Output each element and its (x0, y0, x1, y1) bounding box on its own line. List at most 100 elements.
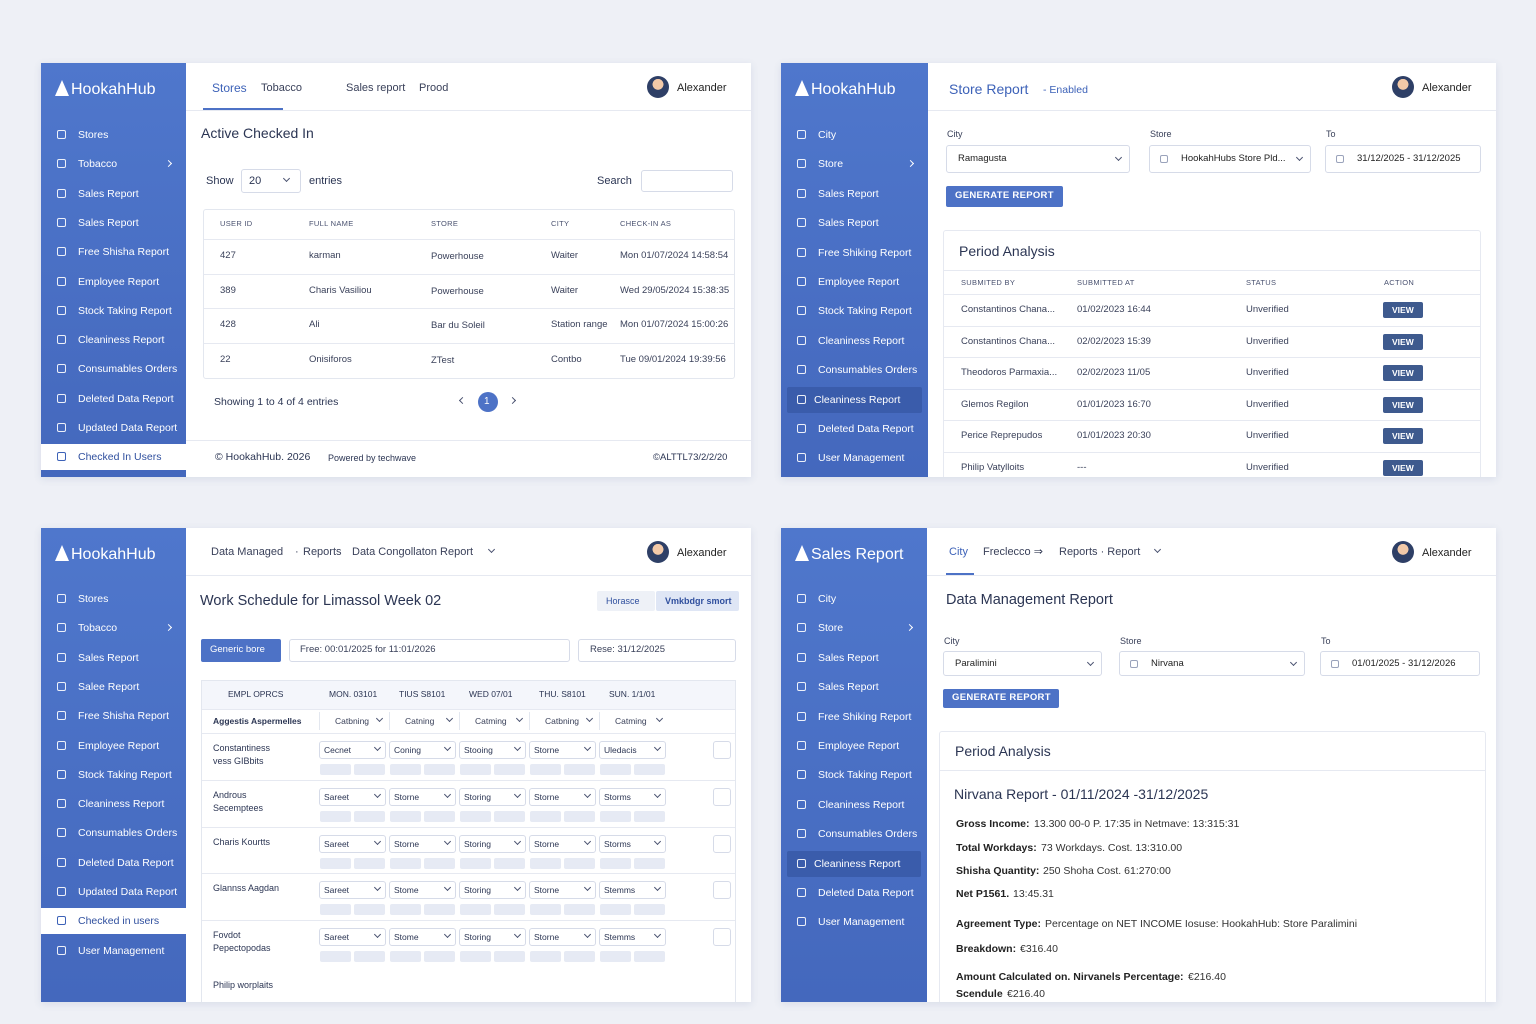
filter-input[interactable] (1119, 651, 1305, 676)
nav-item[interactable]: Employee Report (41, 269, 186, 295)
shift-select[interactable] (599, 881, 666, 900)
nav-item[interactable]: User Management (41, 938, 186, 964)
nav-item[interactable]: Cleaniness Report (41, 327, 186, 353)
nav-item[interactable]: Employee Report (781, 733, 927, 759)
view-button[interactable] (1383, 302, 1423, 318)
shift-select[interactable] (599, 834, 666, 853)
shift-select[interactable] (599, 928, 666, 947)
nav-item[interactable]: Cleaniness Report (787, 386, 922, 413)
toolbar-button[interactable] (597, 591, 655, 611)
shift-select[interactable] (459, 834, 526, 853)
nav-item[interactable]: Consumables Orders (781, 821, 927, 847)
nav-item[interactable]: City (781, 122, 928, 148)
filter-input[interactable] (946, 145, 1130, 173)
shift-select[interactable] (319, 881, 386, 900)
nav-item[interactable]: Stores (41, 122, 186, 148)
category-select[interactable] (529, 712, 597, 730)
nav-item[interactable]: Cleaniness Report (787, 850, 921, 877)
nav-item[interactable]: Sales Report (781, 674, 927, 700)
nav-item[interactable]: Deleted Data Report (41, 386, 186, 412)
tab[interactable]: City (949, 546, 968, 558)
tab[interactable]: Freclecco ⇒ (983, 546, 1043, 558)
view-button[interactable] (1383, 333, 1423, 350)
shift-select[interactable] (599, 787, 666, 806)
shift-select[interactable] (529, 928, 596, 947)
nav-item[interactable]: Tobacco (41, 615, 186, 641)
nav-item[interactable]: Sales Report (781, 181, 928, 207)
search-input[interactable] (641, 170, 733, 192)
category-select[interactable] (599, 712, 667, 730)
nav-item[interactable]: Sales Report (781, 210, 928, 236)
nav-item[interactable]: City (781, 586, 927, 612)
nav-item[interactable]: Employee Report (781, 269, 928, 295)
shift-select[interactable] (459, 881, 526, 900)
tab[interactable]: Reports · Report (1059, 546, 1141, 558)
generate-button[interactable] (201, 639, 281, 662)
breadcrumb[interactable]: Data Congollaton Report (352, 546, 474, 558)
breadcrumb[interactable]: Data Managed (211, 546, 284, 558)
reset-field[interactable] (578, 639, 736, 662)
nav-item[interactable]: Sales Report (41, 645, 186, 671)
shift-select[interactable] (389, 787, 456, 806)
nav-item[interactable]: Stock Taking Report (41, 298, 186, 324)
nav-item[interactable]: Deleted Data Report (781, 880, 927, 906)
nav-item[interactable]: Deleted Data Report (41, 850, 186, 876)
page-size-select[interactable] (241, 169, 301, 193)
shift-select[interactable] (529, 834, 596, 853)
filter-input[interactable] (943, 651, 1102, 676)
page-button[interactable] (478, 392, 498, 412)
nav-item[interactable]: Employee Report (41, 733, 186, 759)
view-button[interactable] (1383, 365, 1423, 381)
view-button[interactable] (1383, 428, 1423, 444)
nav-item[interactable]: Checked in users (41, 908, 186, 935)
filter-input[interactable] (1325, 145, 1481, 173)
generate-button[interactable] (946, 186, 1063, 207)
nav-item[interactable]: Sales Report (41, 210, 186, 236)
extra-select[interactable] (713, 928, 731, 947)
nav-item[interactable]: Consumables Orders (41, 820, 186, 846)
filter-input[interactable] (1320, 651, 1480, 676)
nav-item[interactable]: Consumables Orders (41, 356, 186, 382)
nav-item[interactable]: Updated Data Report (41, 879, 186, 905)
nav-item[interactable]: User Management (781, 909, 927, 935)
nav-item[interactable]: Store (781, 151, 928, 177)
shift-select[interactable] (389, 741, 456, 759)
filter-input[interactable] (1149, 145, 1311, 173)
extra-select[interactable] (713, 741, 731, 759)
view-button[interactable] (1383, 459, 1423, 476)
shift-select[interactable] (389, 881, 456, 900)
extra-select[interactable] (713, 787, 731, 806)
nav-item[interactable]: Deleted Data Report (781, 416, 928, 442)
nav-item[interactable]: Stock Taking Report (41, 762, 186, 788)
tab[interactable]: Stores (212, 81, 247, 95)
nav-item[interactable]: User Management (781, 445, 928, 471)
nav-item[interactable]: Stores (41, 586, 186, 612)
shift-select[interactable] (529, 741, 596, 759)
shift-select[interactable] (319, 787, 386, 806)
view-button[interactable] (1383, 396, 1423, 413)
breadcrumb[interactable]: Reports (303, 546, 342, 558)
shift-select[interactable] (319, 741, 386, 759)
nav-item[interactable]: Free Shiking Report (781, 240, 928, 266)
shift-select[interactable] (599, 741, 666, 759)
nav-item[interactable]: Sales Report (41, 181, 186, 207)
extra-select[interactable] (713, 881, 731, 900)
nav-item[interactable]: Tobacco (41, 151, 186, 177)
shift-select[interactable] (459, 787, 526, 806)
category-select[interactable] (319, 712, 387, 730)
nav-item[interactable]: Checked In Users (41, 444, 186, 471)
nav-item[interactable]: Stock Taking Report (781, 298, 928, 324)
generate-button[interactable] (943, 689, 1059, 708)
nav-item[interactable]: Free Shiking Report (781, 704, 927, 730)
tab[interactable]: Sales report (346, 82, 406, 94)
nav-item[interactable]: Store (781, 615, 927, 641)
tab[interactable]: Tobacco (261, 82, 302, 94)
category-select[interactable] (389, 712, 457, 730)
shift-select[interactable] (389, 928, 456, 947)
nav-item[interactable]: Updated Data Report (41, 415, 186, 441)
shift-select[interactable] (459, 741, 526, 759)
shift-select[interactable] (529, 787, 596, 806)
nav-item[interactable]: Sales Report (781, 645, 927, 671)
nav-item[interactable]: Cleaniness Report (41, 791, 186, 817)
date-range[interactable] (289, 639, 570, 662)
